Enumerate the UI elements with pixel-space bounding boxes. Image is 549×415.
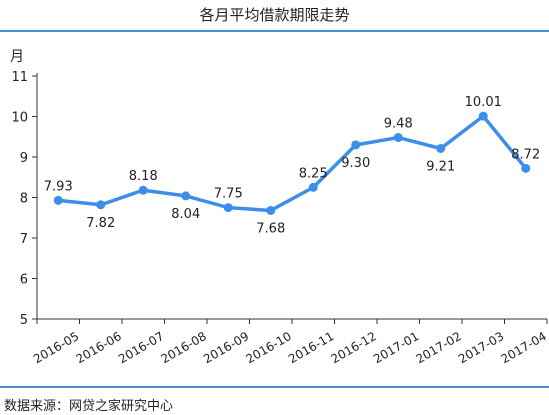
- data-label: 9.48: [384, 117, 413, 132]
- x-tick-label: 2017-04: [498, 329, 548, 366]
- x-tick-label: 2016-11: [286, 329, 336, 366]
- x-tick-label: 2016-10: [243, 329, 293, 366]
- chart-title: 各月平均借款期限走势: [199, 6, 350, 24]
- data-label: 8.04: [171, 207, 200, 222]
- data-label: 8.18: [129, 169, 158, 184]
- data-point: [53, 195, 63, 205]
- y-tick-label: 11: [11, 70, 28, 85]
- x-tick-label: 2016-12: [328, 329, 378, 366]
- data-labels: 7.93 7.82 8.18 8.04 7.75 7.68 8.25 9.30 9.48 9.21…: [44, 95, 540, 236]
- data-label: 7.82: [86, 216, 115, 231]
- data-point: [393, 133, 403, 143]
- source-note: 数据来源：网贷之家研究中心: [4, 399, 174, 414]
- data-point: [266, 205, 276, 215]
- data-label: 9.30: [341, 156, 370, 171]
- y-tick-label: 8: [20, 192, 28, 207]
- data-label: 10.01: [465, 95, 502, 110]
- data-label: 7.68: [256, 221, 285, 236]
- x-tick-label: 2016-05: [31, 329, 81, 366]
- data-point: [138, 185, 148, 195]
- data-label: 9.21: [426, 159, 455, 174]
- y-axis-label: 月: [10, 49, 24, 65]
- y-tick-label: 6: [20, 273, 28, 288]
- data-label: 8.72: [511, 147, 540, 162]
- y-tick-label: 7: [20, 232, 28, 247]
- y-tick-label: 9: [20, 151, 28, 166]
- series-line: [56, 114, 528, 213]
- bottom-divider: [0, 386, 549, 388]
- series-group: [53, 111, 531, 215]
- data-point: [308, 182, 318, 192]
- data-point: [96, 200, 106, 210]
- y-tick-label: 10: [11, 111, 28, 126]
- top-divider: [0, 30, 549, 32]
- data-label: 7.75: [214, 187, 243, 202]
- x-axis: 2016-052016-062016-072016-082016-092016-…: [31, 318, 549, 366]
- data-label: 7.93: [44, 179, 73, 194]
- x-tick-label: 2017-03: [456, 329, 506, 366]
- data-point: [478, 111, 488, 121]
- x-tick-label: 2016-07: [116, 329, 166, 366]
- x-tick-label: 2017-02: [413, 329, 463, 366]
- data-point: [351, 140, 361, 150]
- data-point: [181, 191, 191, 201]
- y-tick-label: 5: [20, 313, 28, 328]
- data-point: [223, 203, 233, 213]
- y-axis: 5 6 7 8 9 10 11: [11, 70, 38, 328]
- data-point: [521, 163, 531, 173]
- data-point: [436, 143, 446, 153]
- x-tick-label: 2016-08: [158, 329, 208, 366]
- x-tick-label: 2016-09: [201, 329, 251, 366]
- x-tick-label: 2016-06: [73, 329, 123, 366]
- data-label: 8.25: [299, 166, 328, 181]
- x-tick-label: 2017-01: [371, 329, 421, 366]
